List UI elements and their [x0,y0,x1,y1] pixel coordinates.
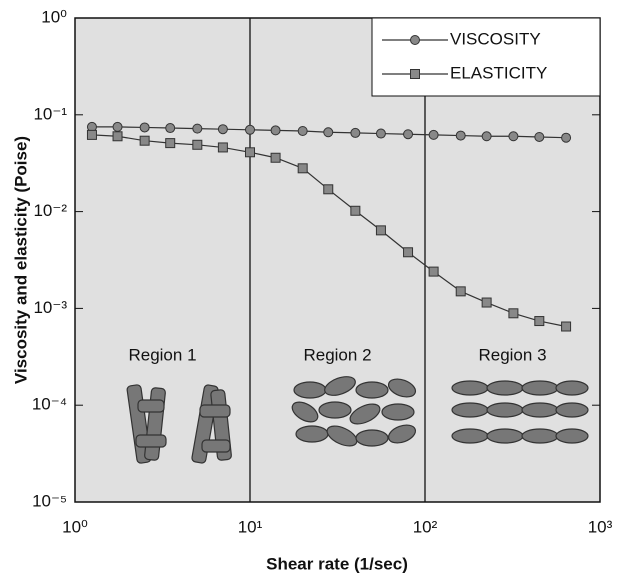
point [481,297,492,308]
point [403,129,414,140]
y-tick-label: 10⁻⁴ [32,395,67,414]
point [455,286,466,297]
region-3-illustration [451,380,589,444]
point [375,128,386,139]
point [455,130,466,141]
point [534,316,545,327]
x-tick-label: 10⁰ [62,517,88,536]
point [112,121,123,132]
point [350,127,361,138]
legend-box [371,17,601,97]
point [139,122,150,133]
point [270,125,281,136]
point [165,138,176,149]
point [192,139,203,150]
legend-label: VISCOSITY [450,29,541,48]
legend-marker [410,35,420,45]
y-tick-label: 10⁰ [41,7,67,26]
point [245,124,255,135]
x-tick-label: 10³ [588,517,613,536]
region-label: Region 1 [128,345,196,364]
legend-marker [410,69,420,79]
region-2-illustration [291,376,417,447]
point [270,152,281,163]
point [508,131,519,142]
point [323,184,334,195]
point [428,266,439,277]
point [403,247,414,258]
x-tick-label: 10² [413,517,438,536]
legend-label: ELASTICITY [450,63,547,82]
region-label: Region 3 [478,345,546,364]
point [297,163,308,174]
point [534,131,545,142]
point [217,124,228,135]
region-label: Region 2 [303,345,371,364]
point [561,132,572,143]
point [192,123,203,134]
x-tick-label: 10¹ [238,517,263,536]
legend: VISCOSITY ELASTICITY [371,17,601,97]
point [350,205,361,216]
y-tick-label: 10⁻¹ [33,104,67,123]
point [561,321,572,332]
point [112,131,123,142]
point [86,129,97,140]
point [165,123,176,134]
point [323,127,334,138]
point [139,135,150,146]
y-tick-label: 10⁻⁵ [32,491,67,510]
point [245,147,255,158]
point [375,225,386,236]
region-1-illustration [126,384,232,464]
y-tick-label: 10⁻² [33,201,67,220]
y-tick-label: 10⁻³ [33,298,67,317]
point [428,129,439,140]
point [508,308,519,319]
point [217,142,228,153]
y-axis-label: Viscosity and elasticity (Poise) [11,136,30,384]
point [297,126,308,137]
point [481,131,492,142]
plot-frame [74,17,601,503]
x-axis-label: Shear rate (1/sec) [266,554,408,573]
